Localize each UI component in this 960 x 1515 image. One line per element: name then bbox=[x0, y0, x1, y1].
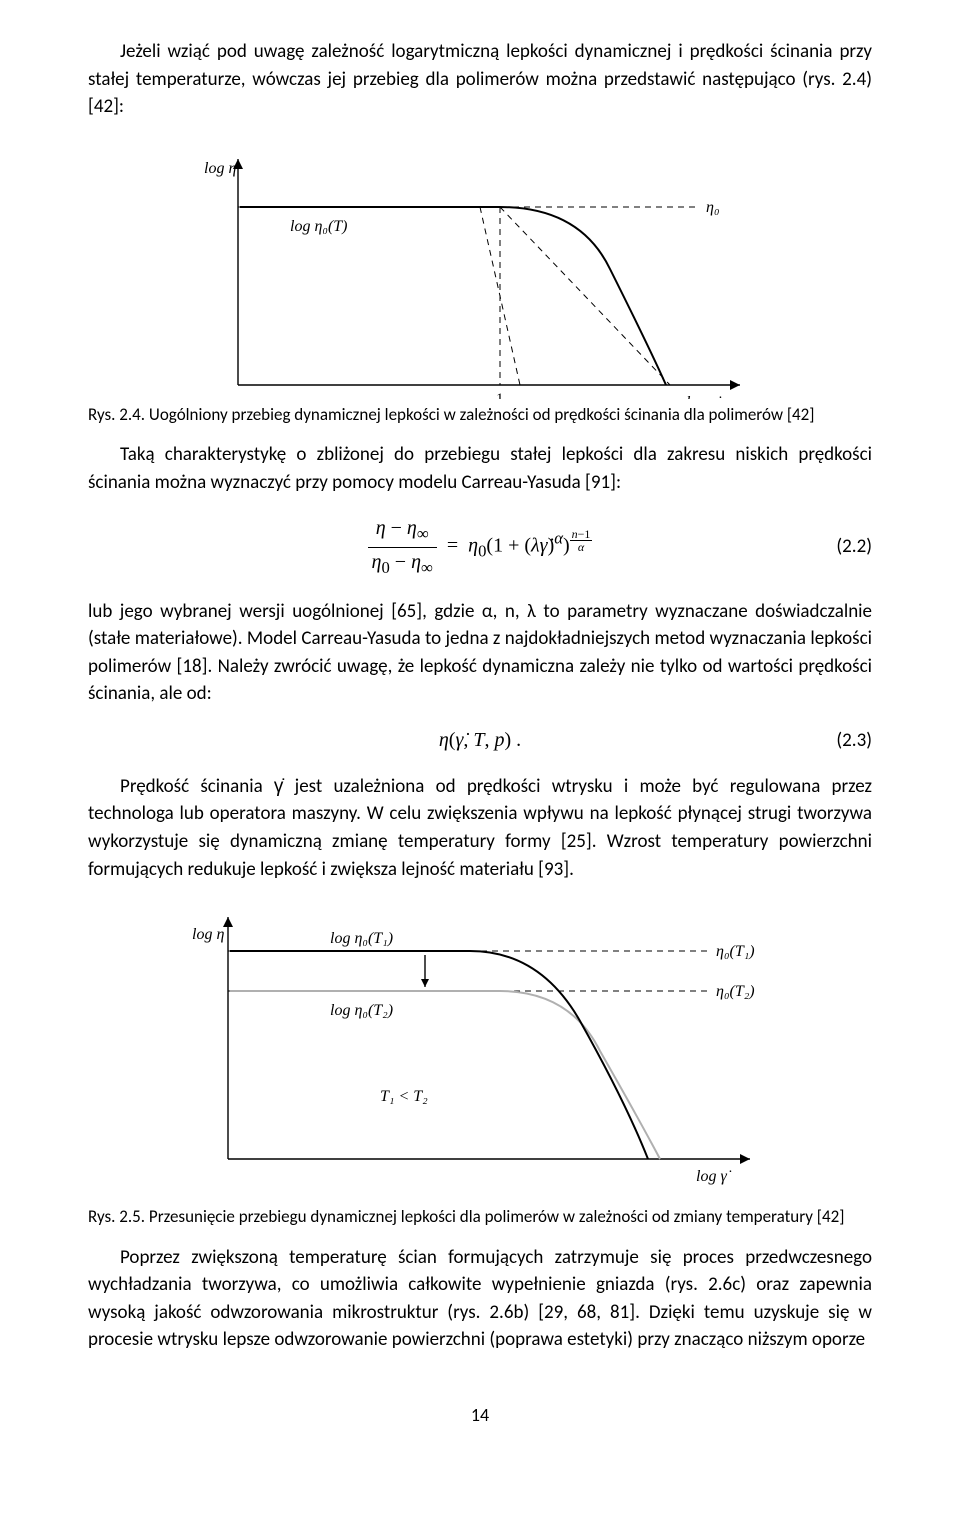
svg-text:log γ˙: log γ˙ bbox=[696, 1168, 732, 1185]
paragraph-2: Taką charakterystykę o zbliżonej do prze… bbox=[88, 441, 872, 496]
equation-2-3: η(γ̇, T, p) . (2.3) bbox=[88, 726, 872, 755]
caption-2-4: Rys. 2.4. Uogólniony przebieg dynamiczne… bbox=[88, 403, 872, 428]
page-number: 14 bbox=[88, 1402, 872, 1428]
paragraph-3: lub jego wybranej wersji uogólnionej [65… bbox=[88, 598, 872, 708]
svg-text:T₁ < T₂: T₁ < T₂ bbox=[380, 1088, 428, 1105]
svg-text:1: 1 bbox=[496, 391, 504, 399]
equation-2-3-number: (2.3) bbox=[792, 727, 872, 755]
equation-2-2: η − η∞η0 − η∞ = η0(1 + (λγ̇)α)n−1α (2.2) bbox=[88, 514, 872, 579]
svg-text:log γ˙: log γ˙ bbox=[686, 394, 722, 399]
svg-text:η₀(T₁): η₀(T₁) bbox=[716, 943, 755, 960]
svg-text:log η₀(T): log η₀(T) bbox=[290, 218, 348, 235]
svg-text:log η: log η bbox=[192, 926, 224, 943]
svg-text:η₀: η₀ bbox=[706, 199, 720, 216]
svg-text:log η: log η bbox=[204, 160, 236, 177]
equation-2-2-body: η − η∞η0 − η∞ = η0(1 + (λγ̇)α)n−1α bbox=[168, 514, 792, 579]
paragraph-4: Prędkość ścinania γ̇ jest uzależniona od… bbox=[88, 773, 872, 883]
svg-text:log η₀(T₁): log η₀(T₁) bbox=[330, 930, 393, 947]
paragraph-5: Poprzez zwiększoną temperaturę ścian for… bbox=[88, 1244, 872, 1354]
equation-2-2-number: (2.2) bbox=[792, 533, 872, 561]
svg-text:η₀(T₂): η₀(T₂) bbox=[716, 983, 755, 1000]
equation-2-3-body: η(γ̇, T, p) . bbox=[168, 726, 792, 755]
figure-2-4: log ηlog η₀(T)η₀1λlog γ˙ bbox=[180, 139, 780, 399]
figure-2-5: log η log η₀(T₁) log η₀(T₂) η₀(T₁) η₀(T₂) T₁ … bbox=[170, 901, 790, 1201]
caption-2-5: Rys. 2.5. Przesunięcie przebiegu dynamic… bbox=[88, 1205, 872, 1230]
paragraph-1: Jeżeli wziąć pod uwagę zależność logaryt… bbox=[88, 38, 872, 121]
svg-text:log η₀(T₂): log η₀(T₂) bbox=[330, 1002, 393, 1019]
